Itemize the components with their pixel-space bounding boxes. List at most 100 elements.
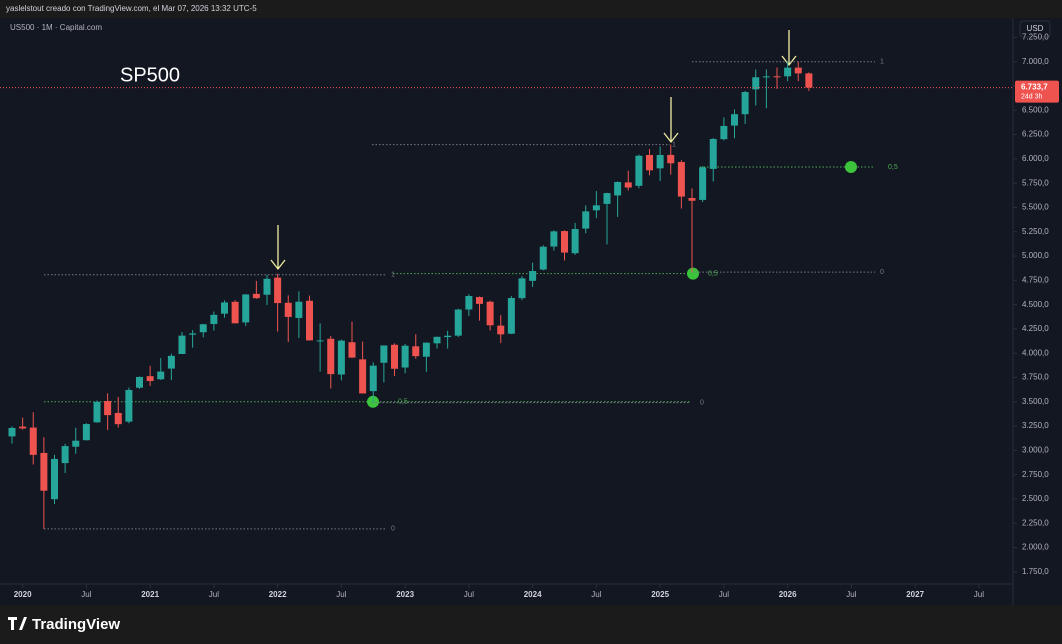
candle-body [476, 297, 483, 304]
y-tick-label: 6.500,0 [1022, 105, 1049, 114]
brand: TradingView [32, 616, 120, 633]
candle-body [114, 412, 122, 425]
y-tick-label: 2.000,0 [1022, 543, 1049, 552]
y-tick-label: 1.750,0 [1022, 567, 1049, 576]
candle-body [624, 182, 632, 188]
candle-body [550, 231, 558, 247]
fib-midpoint [687, 267, 699, 280]
candle-body [518, 278, 526, 299]
candle-body [19, 426, 27, 429]
candle-body [29, 427, 37, 455]
candle-body [539, 246, 547, 270]
candle-body [231, 301, 239, 324]
y-tick-label: 5.750,0 [1022, 178, 1049, 187]
y-tick-label: 5.500,0 [1022, 203, 1049, 212]
candle-body [507, 298, 515, 334]
candle-body [391, 344, 398, 369]
last-price-label: 6.733,7 [1021, 83, 1048, 92]
y-tick-label: 7.250,0 [1022, 33, 1049, 42]
fib-level-label: 0,5 [888, 164, 898, 171]
y-tick-label: 3.750,0 [1022, 373, 1049, 382]
y-tick-label: 4.500,0 [1022, 300, 1049, 309]
candle-body [677, 162, 685, 197]
x-tick-label: 2020 [14, 590, 32, 599]
candle-body [93, 401, 101, 423]
candle-body [656, 155, 664, 169]
y-tick-label: 2.750,0 [1022, 470, 1049, 479]
candle-body [709, 138, 717, 169]
candle-body [444, 335, 452, 338]
y-tick-label: 6.250,0 [1022, 130, 1049, 139]
candle-body [465, 295, 473, 310]
candle-body [136, 376, 143, 388]
arrow [781, 30, 797, 67]
candle-body [752, 77, 760, 90]
candle-body [82, 424, 90, 441]
candle-body [731, 114, 738, 126]
y-tick-label: 3.500,0 [1022, 397, 1049, 406]
x-tick-label: Jul [464, 590, 474, 599]
candle-body [210, 314, 218, 324]
fib-level-label: 0 [391, 526, 395, 533]
candle-body [189, 333, 197, 335]
candle-body [40, 452, 48, 491]
x-tick-label: 2027 [906, 590, 924, 599]
candle-body [699, 167, 707, 200]
arrows [270, 30, 797, 271]
candle-body [125, 389, 133, 422]
candle-body [667, 154, 675, 164]
y-tick-label: 6.000,0 [1022, 154, 1049, 163]
candle-body [784, 67, 792, 77]
candle-body [773, 76, 781, 78]
x-tick-label: Jul [719, 590, 729, 599]
candle-body [284, 302, 292, 317]
candle-body [529, 271, 537, 281]
candle-body [274, 277, 282, 304]
fib-level-label: 0 [700, 399, 704, 406]
x-tick-label: Jul [974, 590, 984, 599]
currency[interactable]: USD [1027, 24, 1044, 33]
candle-body [561, 231, 568, 253]
fib-midpoint [845, 160, 857, 173]
candle-body [221, 302, 228, 314]
currency-button[interactable] [1019, 20, 1051, 38]
y-tick-label: 2.500,0 [1022, 494, 1049, 503]
fib-level-label: 0,5 [708, 270, 718, 277]
candle-body [794, 67, 802, 74]
y-tick-label: 3.000,0 [1022, 446, 1049, 455]
candle-body [380, 345, 388, 363]
candle-body [51, 458, 58, 500]
candle-body [369, 365, 377, 392]
y-tick-label: 4.250,0 [1022, 324, 1049, 333]
candle-body [646, 155, 653, 171]
candle-body [412, 346, 420, 357]
arrow [663, 97, 679, 144]
x-tick-label: Jul [336, 590, 346, 599]
candle-body [454, 309, 462, 336]
y-tick-label: 5.000,0 [1022, 251, 1049, 260]
candle-body [61, 446, 69, 464]
x-tick-label: 2023 [396, 590, 414, 599]
candle-body [805, 73, 813, 88]
y-tick-label: 5.250,0 [1022, 227, 1049, 236]
caption: yaslelstout creado con TradingView.com, … [6, 4, 257, 13]
x-tick-label: 2022 [269, 590, 287, 599]
candle-body [401, 345, 409, 368]
chart-title: SP500 [120, 64, 180, 86]
candle-body [582, 211, 590, 229]
candle-body [720, 125, 728, 140]
candle-body [263, 278, 271, 295]
y-tick-label: 7.000,0 [1022, 57, 1049, 66]
candle-body [635, 155, 643, 186]
chart-panel [0, 18, 1062, 605]
candle-body [603, 193, 611, 204]
fib-level-label: 0 [880, 269, 884, 276]
candle-body [167, 355, 175, 369]
countdown: 24d 3h [1021, 93, 1043, 100]
x-tick-label: 2024 [524, 590, 542, 599]
candle-body [242, 294, 250, 323]
x-tick-label: Jul [846, 590, 856, 599]
candle-body [72, 440, 80, 447]
logo: TradingView [8, 616, 120, 633]
candle-body [104, 401, 112, 416]
